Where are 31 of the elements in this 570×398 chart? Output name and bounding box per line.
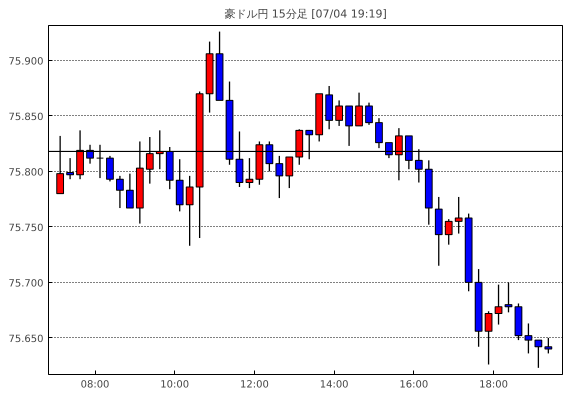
y-tick-label: 75.800 (8, 167, 44, 178)
candlestick (454, 196, 463, 234)
candlestick (345, 105, 353, 147)
candlestick (246, 157, 254, 189)
candlestick (335, 100, 344, 127)
candlestick (444, 218, 453, 246)
candlestick (355, 92, 363, 127)
candlestick (365, 102, 373, 126)
x-tick-label: 12:00 (240, 380, 269, 390)
candlestick (285, 156, 294, 189)
candlestick (126, 172, 134, 209)
candlestick (544, 337, 552, 354)
y-tick-label: 75.700 (8, 278, 44, 290)
x-tick-label: 16:00 (399, 380, 428, 390)
y-tick-label: 75.650 (8, 334, 44, 345)
candlestick (275, 155, 284, 199)
chart-title: 豪ドル円 15分足 [07/04 19:19] (224, 8, 387, 20)
x-tick-label: 08:00 (80, 380, 110, 390)
candlestick (66, 157, 74, 180)
candlestick (106, 155, 114, 182)
y-tick-label: 75.900 (8, 56, 44, 68)
candlestick (494, 284, 502, 326)
candlestick (186, 175, 194, 246)
candlestick (375, 118, 383, 149)
y-tick-label: 75.750 (8, 222, 44, 234)
candlestick (116, 175, 124, 209)
x-tick-label: 10:00 (160, 380, 190, 390)
x-tick-label: 14:00 (320, 380, 349, 390)
candlestick (504, 282, 512, 314)
x-tick-label: 18:00 (479, 380, 508, 390)
y-tick-label: 75.850 (8, 112, 44, 123)
